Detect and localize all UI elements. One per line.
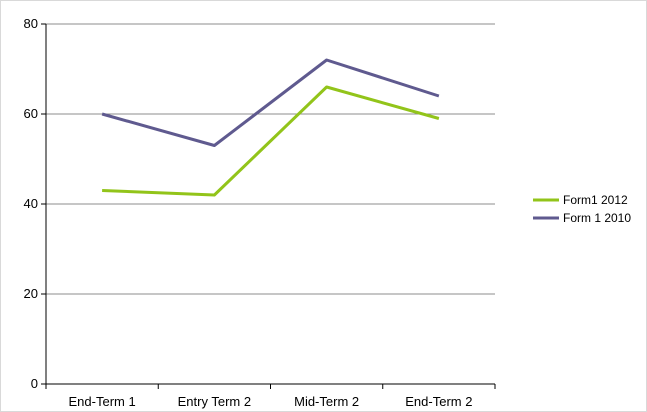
series-line-1 — [101, 58, 440, 147]
x-tick-label: Mid-Term 2 — [294, 394, 359, 409]
y-tick-label: 60 — [24, 106, 38, 121]
legend-label: Form1 2012 — [563, 193, 628, 207]
legend-item: Form 1 2010 — [533, 211, 631, 225]
y-tick-label: 0 — [31, 376, 38, 391]
series-line-0 — [102, 85, 440, 197]
y-tick-labels: 0 20 40 60 80 — [24, 16, 46, 391]
legend-label: Form 1 2010 — [563, 211, 631, 225]
y-tick-label: 20 — [24, 286, 38, 301]
x-tick-label: Entry Term 2 — [178, 394, 251, 409]
legend-item: Form1 2012 — [533, 193, 628, 207]
x-tick-labels: End-Term 1 Entry Term 2 Mid-Term 2 End-Term… — [45, 384, 496, 409]
y-tick-label: 80 — [24, 16, 38, 31]
series-lines — [101, 58, 440, 197]
gridlines — [46, 23, 495, 295]
legend: Form1 2012 Form 1 2010 — [533, 193, 631, 225]
y-tick-label: 40 — [24, 196, 38, 211]
x-tick-label: End-Term 1 — [69, 394, 136, 409]
x-tick-label: End-Term 2 — [405, 394, 472, 409]
